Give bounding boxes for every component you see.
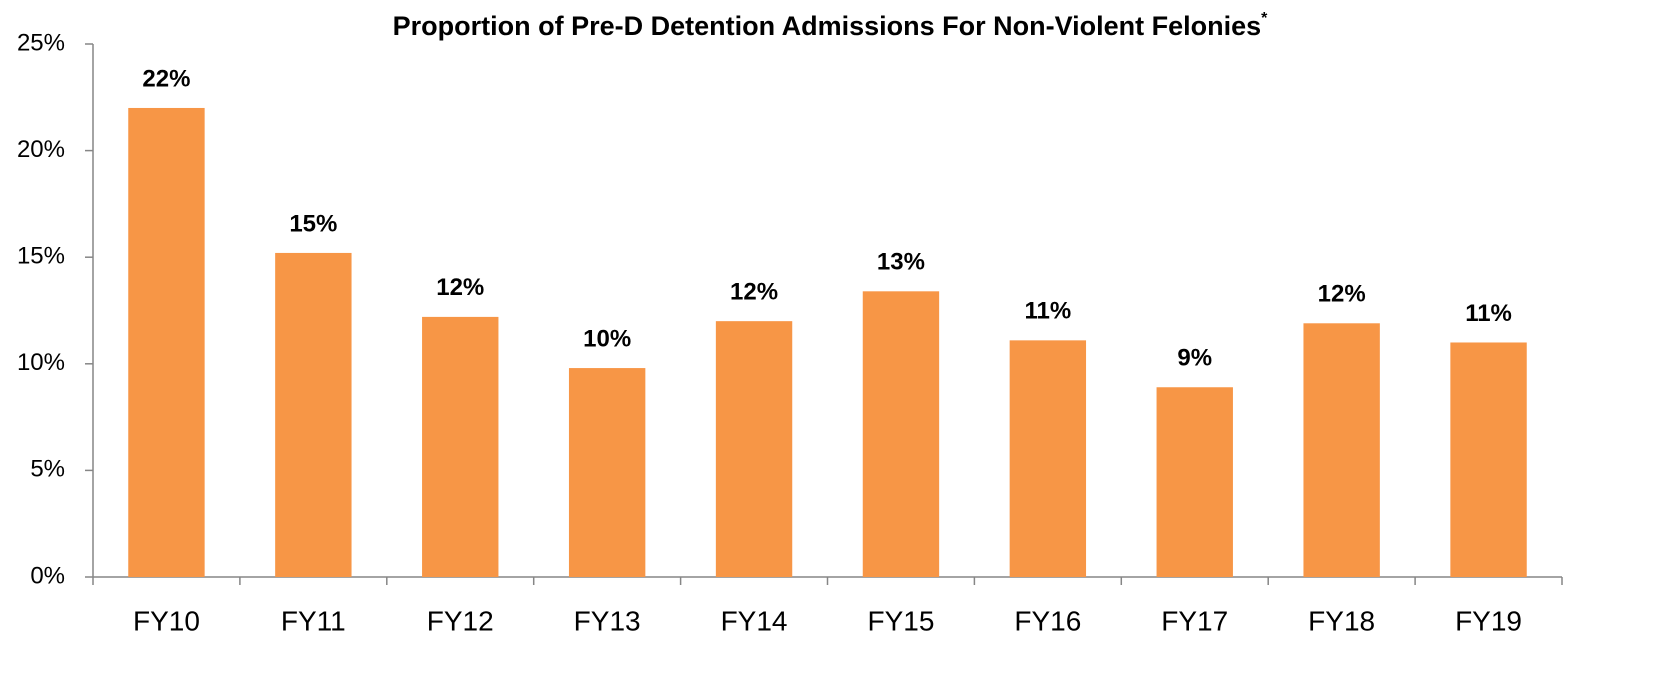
y-tick-label: 5% — [30, 456, 65, 483]
x-tick-label: FY13 — [574, 605, 641, 636]
data-label: 11% — [1465, 300, 1512, 327]
x-tick-label: FY12 — [427, 605, 494, 636]
data-label: 11% — [1024, 298, 1071, 325]
data-label: 13% — [877, 249, 925, 276]
bar — [1009, 340, 1087, 577]
data-label: 15% — [289, 210, 337, 237]
bar — [422, 316, 499, 577]
data-label: 9% — [1177, 345, 1212, 372]
x-tick-label: FY19 — [1455, 605, 1522, 636]
y-tick-label: 10% — [17, 349, 65, 376]
bar — [1450, 342, 1527, 577]
bar — [568, 368, 646, 577]
data-label: 12% — [730, 279, 778, 306]
y-tick-label: 15% — [17, 243, 65, 270]
y-tick-label: 20% — [17, 136, 65, 163]
bar — [275, 252, 352, 577]
title-marker: * — [1261, 10, 1268, 27]
x-tick-label: FY10 — [133, 605, 200, 636]
x-tick-label: FY14 — [721, 605, 788, 636]
data-label: 22% — [142, 65, 190, 92]
x-tick-label: FY11 — [281, 605, 346, 636]
bar — [715, 321, 793, 577]
bar — [1156, 387, 1233, 577]
data-label: 12% — [436, 274, 484, 301]
y-tick-label: 25% — [17, 29, 65, 56]
bar — [128, 107, 205, 578]
x-tick-label: FY15 — [867, 605, 934, 636]
y-tick-label: 0% — [30, 562, 65, 589]
title-text: Proportion of Pre-D Detention Admissions… — [393, 11, 1262, 41]
bar — [1303, 323, 1380, 577]
bar — [862, 291, 940, 577]
chart-title: Proportion of Pre-D Detention Admissions… — [393, 10, 1269, 41]
x-tick-label: FY17 — [1161, 605, 1228, 636]
data-label: 12% — [1318, 281, 1366, 308]
x-tick-label: FY18 — [1308, 605, 1375, 636]
x-tick-label: FY16 — [1014, 605, 1081, 636]
data-label: 10% — [583, 325, 631, 352]
